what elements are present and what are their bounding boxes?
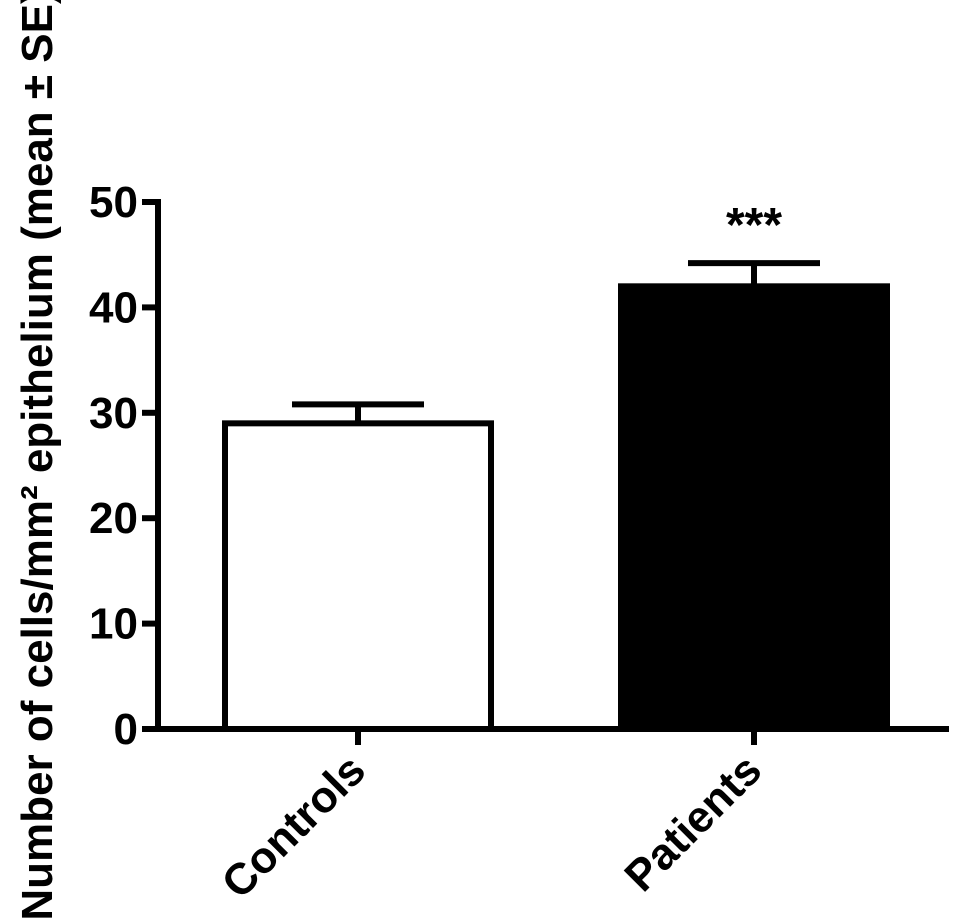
bars: ***: [222, 199, 890, 732]
y-ticks: 0 10 20 30 40 50: [89, 178, 158, 754]
y-tick-label: 30: [89, 389, 138, 438]
x-tick-label-controls: Controls: [213, 745, 376, 908]
x-tick-label-patients: Patients: [615, 745, 771, 901]
bar-controls: [222, 420, 494, 732]
y-tick-label: 40: [89, 283, 138, 332]
y-tick-label: 0: [114, 705, 138, 754]
x-ticks: Controls Patients: [213, 729, 771, 908]
y-tick-label: 20: [89, 494, 138, 543]
significance-marker: ***: [726, 199, 782, 252]
bar-patients: [618, 283, 890, 732]
y-axis-label: Number of cells/mm² epithelium (mean ± S…: [13, 0, 62, 921]
y-tick-label: 10: [89, 600, 138, 649]
y-tick-label: 50: [89, 178, 138, 227]
